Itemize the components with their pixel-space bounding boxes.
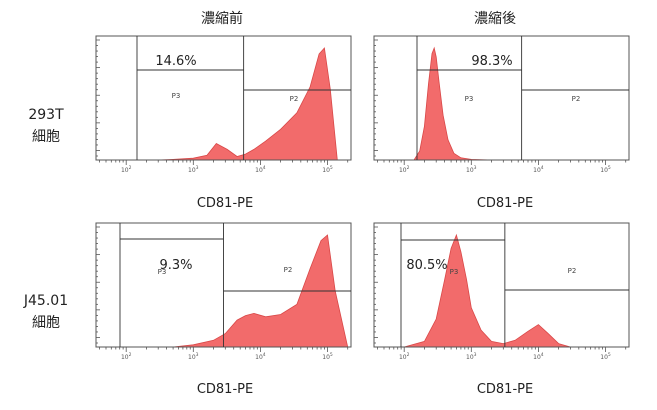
histogram-area: [126, 47, 338, 161]
plot-frame: [373, 35, 630, 161]
row-label-line: 293T: [28, 107, 64, 123]
x-axis-label: CD81-PE: [196, 382, 254, 397]
column-title-after: 濃縮後: [474, 11, 516, 27]
histogram-293t-after: P3 P2 98.3% 102 103 104 105: [373, 35, 630, 174]
gate-label-p2: P2: [290, 95, 299, 103]
x-tick-label: 103: [188, 352, 199, 361]
gate-label-p3: P3: [158, 268, 167, 276]
gate-label-p2: P2: [572, 95, 581, 103]
row-label-293t: 293T 細胞: [14, 104, 78, 148]
histogram-j4501-before: P3 P2 9.3% 102 103 104 105: [95, 222, 352, 361]
x-tick-label: 102: [399, 352, 410, 361]
x-tick-label: 104: [533, 352, 544, 361]
x-tick-label: 105: [322, 165, 333, 174]
column-title-before: 濃縮前: [201, 11, 243, 27]
gate-percentage: 98.3%: [471, 54, 512, 69]
x-tick-label: 103: [466, 165, 477, 174]
gate-label-p3: P3: [172, 92, 181, 100]
gate-label-p2: P2: [284, 266, 293, 274]
gate-p3[interactable]: [400, 223, 506, 347]
row-label-j4501: J45.01 細胞: [14, 290, 78, 334]
x-tick-label: 102: [121, 352, 132, 361]
x-tick-label: 105: [322, 352, 333, 361]
x-tick-label: 102: [399, 165, 410, 174]
x-tick-label: 103: [188, 165, 199, 174]
gate-p3[interactable]: [416, 36, 523, 160]
gate-label-p2: P2: [568, 267, 577, 275]
histogram-area: [146, 234, 349, 348]
x-tick-label: 104: [533, 165, 544, 174]
gate-percentage: 9.3%: [159, 258, 192, 273]
x-axis-label: CD81-PE: [476, 382, 534, 397]
gate-percentage: 14.6%: [155, 54, 196, 69]
histogram-area: [404, 233, 571, 348]
x-tick-label: 102: [121, 165, 132, 174]
x-axis-label: CD81-PE: [476, 196, 534, 211]
gate-p3[interactable]: [136, 36, 245, 160]
row-label-line: 細胞: [32, 129, 60, 145]
x-tick-label: 104: [255, 352, 266, 361]
x-axis-label: CD81-PE: [196, 196, 254, 211]
gate-label-p3: P3: [465, 95, 474, 103]
plot-frame: [373, 222, 630, 348]
gate-percentage: 80.5%: [406, 258, 447, 273]
row-label-line: J45.01: [23, 293, 69, 309]
histogram-293t-before: P3 P2 14.6% 102 103 104 105: [95, 35, 352, 174]
plot-frame: [95, 35, 352, 161]
row-label-line: 細胞: [32, 315, 60, 331]
histogram-j4501-after: P3 P2 80.5% 102 103 104 105: [373, 222, 630, 361]
gate-p3[interactable]: [119, 223, 224, 347]
gate-label-p3: P3: [450, 268, 459, 276]
x-tick-label: 103: [466, 352, 477, 361]
x-tick-label: 105: [600, 352, 611, 361]
x-tick-label: 104: [255, 165, 266, 174]
x-tick-label: 105: [600, 165, 611, 174]
